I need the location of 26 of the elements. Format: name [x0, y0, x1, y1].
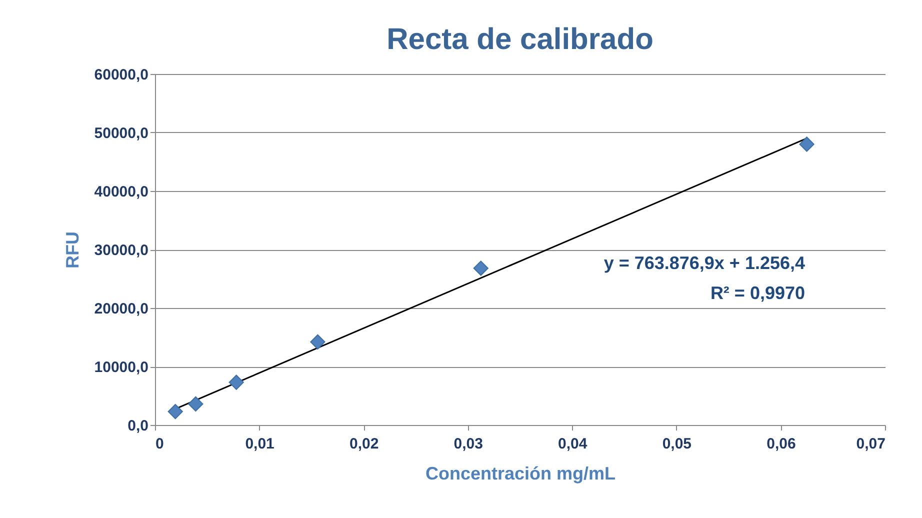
annotation: R² = 0,9970	[710, 283, 805, 303]
x-tick-label: 0,07	[856, 436, 886, 452]
y-tick-label: 40000,0	[94, 184, 148, 200]
y-tick-label: 10000,0	[94, 359, 148, 376]
point	[310, 334, 326, 350]
point	[168, 404, 183, 420]
x-tick-label: 0	[156, 436, 164, 452]
point	[473, 260, 488, 276]
point	[228, 374, 244, 390]
point	[188, 396, 204, 412]
point	[799, 136, 814, 152]
y-tick-label: 50000,0	[94, 125, 148, 142]
y-axis-title: RFU	[62, 232, 82, 268]
y-tick-label: 20000,0	[94, 300, 148, 318]
x-tick-label: 0,05	[662, 436, 692, 452]
annotation: y = 763.876,9x + 1.256,4	[604, 253, 805, 273]
x-tick-label: 0,04	[558, 436, 588, 452]
chart-title: Recta de calibrado	[386, 23, 654, 56]
x-tick-label: 0,06	[766, 436, 796, 452]
y-tick-label: 60000,0	[94, 66, 148, 84]
y-tick-label: 0,0	[128, 418, 148, 434]
y-tick-label: 30000,0	[94, 242, 148, 259]
x-tick-label: 0,01	[245, 436, 274, 452]
x-tick-label: 0,02	[349, 436, 379, 452]
x-axis-title: Concentración mg/mL	[425, 464, 616, 484]
x-tick-label: 0,03	[454, 436, 483, 452]
